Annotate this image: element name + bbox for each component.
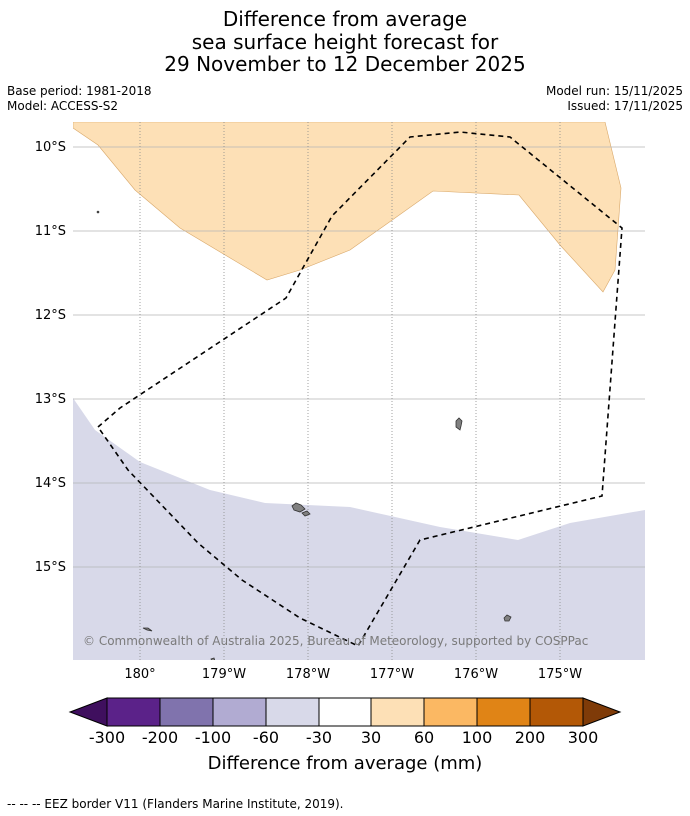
lon-label-179w: 179°W bbox=[202, 667, 246, 682]
colorbar-tick-minus-200: -200 bbox=[141, 728, 179, 747]
latitude-labels: 10°S 11°S 12°S 13°S 14°S 15°S bbox=[35, 140, 66, 575]
colorbar-tick-60: 60 bbox=[413, 728, 435, 747]
lon-label-180: 180° bbox=[124, 667, 155, 682]
colorbar-segment-2 bbox=[159, 697, 214, 727]
colorbar-segment-5 bbox=[318, 697, 372, 727]
colorbar-segment-7 bbox=[423, 697, 478, 727]
colorbar-tick-100: 100 bbox=[461, 728, 493, 747]
island-niuatoputapu bbox=[503, 614, 512, 622]
longitude-labels: 180° 179°W 178°W 177°W 176°W 175°W bbox=[124, 667, 582, 682]
colorbar-segment-1 bbox=[106, 697, 161, 727]
colorbar-segment-4 bbox=[265, 697, 320, 727]
latitude-gridlines bbox=[73, 146, 645, 568]
copyright-text: © Commonwealth of Australia 2025, Bureau… bbox=[83, 634, 588, 648]
colorbar-tick-minus-30: -30 bbox=[305, 728, 333, 747]
colorbar-label: Difference from average (mm) bbox=[207, 753, 483, 774]
colorbar-tick-200: 200 bbox=[514, 728, 546, 747]
islands bbox=[96, 210, 512, 660]
title-line-2: sea surface height forecast for bbox=[191, 29, 499, 54]
island-wallis-small bbox=[301, 510, 311, 517]
colorbar-segment-9 bbox=[529, 697, 584, 727]
lon-label-175w: 175°W bbox=[538, 667, 582, 682]
model-run: Model run: 15/11/2025 bbox=[545, 84, 683, 98]
lat-label-13s: 13°S bbox=[35, 392, 66, 407]
issued-date: Issued: 17/11/2025 bbox=[567, 99, 683, 113]
colorbar-tick-minus-60: -60 bbox=[252, 728, 280, 747]
lat-label-12s: 12°S bbox=[35, 308, 66, 323]
title-line-3: 29 November to 12 December 2025 bbox=[164, 52, 526, 76]
title-line-1: Difference from average bbox=[222, 7, 468, 31]
island-niuafoou bbox=[455, 417, 463, 431]
islet-south bbox=[210, 657, 216, 660]
island-wallis bbox=[291, 502, 306, 513]
positive-anomaly-region bbox=[73, 122, 622, 293]
lat-label-14s: 14°S bbox=[35, 476, 66, 491]
meta-left: Base period: 1981-2018 Model: ACCESS-S2 bbox=[7, 84, 152, 114]
lat-label-15s: 15°S bbox=[35, 560, 66, 575]
colorbar-tick-300: 300 bbox=[567, 728, 599, 747]
lon-label-176w: 176°W bbox=[454, 667, 498, 682]
map-plot-area: © Commonwealth of Australia 2025, Bureau… bbox=[73, 122, 645, 660]
islet-north bbox=[96, 210, 100, 214]
island-futuna bbox=[142, 627, 153, 632]
lon-label-178w: 178°W bbox=[286, 667, 330, 682]
lat-label-11s: 11°S bbox=[35, 224, 66, 239]
colorbar-extend-low bbox=[68, 697, 108, 727]
colorbar-tick-minus-100: -100 bbox=[194, 728, 232, 747]
colorbar-segment-3 bbox=[212, 697, 267, 727]
chart-title: Difference from average sea surface heig… bbox=[0, 8, 690, 76]
lat-label-10s: 10°S bbox=[35, 140, 66, 155]
lon-label-177w: 177°W bbox=[370, 667, 414, 682]
colorbar-tick-30: 30 bbox=[360, 728, 382, 747]
negative-anomaly-region bbox=[73, 398, 645, 660]
colorbar-extend-high bbox=[582, 697, 622, 727]
eez-border bbox=[97, 131, 623, 648]
colorbar-tick-minus-300: -300 bbox=[88, 728, 126, 747]
colorbar bbox=[68, 697, 622, 727]
base-period: Base period: 1981-2018 bbox=[7, 84, 152, 98]
colorbar-segment-6 bbox=[370, 697, 425, 727]
eez-legend: -- -- -- EEZ border V11 (Flanders Marine… bbox=[7, 797, 344, 811]
meta-right: Model run: 15/11/2025 Issued: 17/11/2025 bbox=[546, 84, 683, 114]
model-name: Model: ACCESS-S2 bbox=[7, 99, 119, 113]
colorbar-segment-8 bbox=[476, 697, 531, 727]
